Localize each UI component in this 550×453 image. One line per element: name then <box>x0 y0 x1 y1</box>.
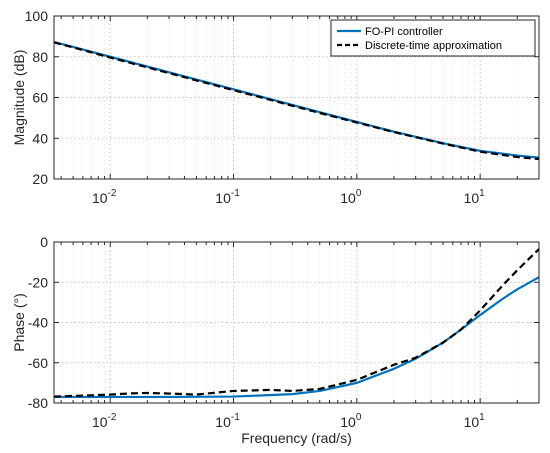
magnitude-y-axis-label: Magnitude (dB) <box>11 50 27 146</box>
magnitude-panel: 20 40 60 80 100 10-2 10-1 100 101 Magnitude (dB) F… <box>11 8 540 206</box>
y-tick-label: -20 <box>28 274 48 290</box>
y-tick-label: 20 <box>32 171 48 187</box>
y-tick-label: 60 <box>32 90 48 106</box>
y-tick-label: 80 <box>32 49 48 65</box>
legend-box <box>330 19 536 57</box>
magnitude-axes-frame <box>53 15 540 180</box>
x-tick-label: 10-2 <box>92 412 117 430</box>
magnitude-series-discrete-approx <box>53 41 540 161</box>
x-tick-label: 100 <box>340 188 362 206</box>
y-tick-label: 100 <box>25 8 49 24</box>
phase-axes-frame <box>53 241 540 404</box>
x-tick-label: 10-1 <box>215 188 240 206</box>
legend-label: Discrete-time approximation <box>365 40 502 52</box>
y-tick-label: 40 <box>32 130 48 146</box>
phase-panel: -80 -60 -40 -20 0 10-2 10-1 100 101 Phase (°) Freq… <box>11 234 540 446</box>
phase-series-discrete-approx <box>53 248 540 398</box>
y-tick-label: -80 <box>28 395 48 411</box>
legend: FO-PI controller Discrete-time approximat… <box>330 19 536 57</box>
x-tick-label: 101 <box>464 412 486 430</box>
y-tick-label: -40 <box>28 315 48 331</box>
y-tick-label: 0 <box>40 234 48 250</box>
legend-label: FO-PI controller <box>365 26 443 38</box>
phase-y-axis-label: Phase (°) <box>11 293 27 352</box>
x-tick-label: 10-2 <box>92 188 117 206</box>
x-tick-label: 101 <box>464 188 486 206</box>
phase-x-axis-label: Frequency (rad/s) <box>241 430 351 446</box>
x-tick-label: 10-1 <box>215 412 240 430</box>
y-tick-label: -60 <box>28 355 48 371</box>
x-tick-label: 100 <box>340 412 362 430</box>
phase-series-fo-pi <box>54 276 540 399</box>
